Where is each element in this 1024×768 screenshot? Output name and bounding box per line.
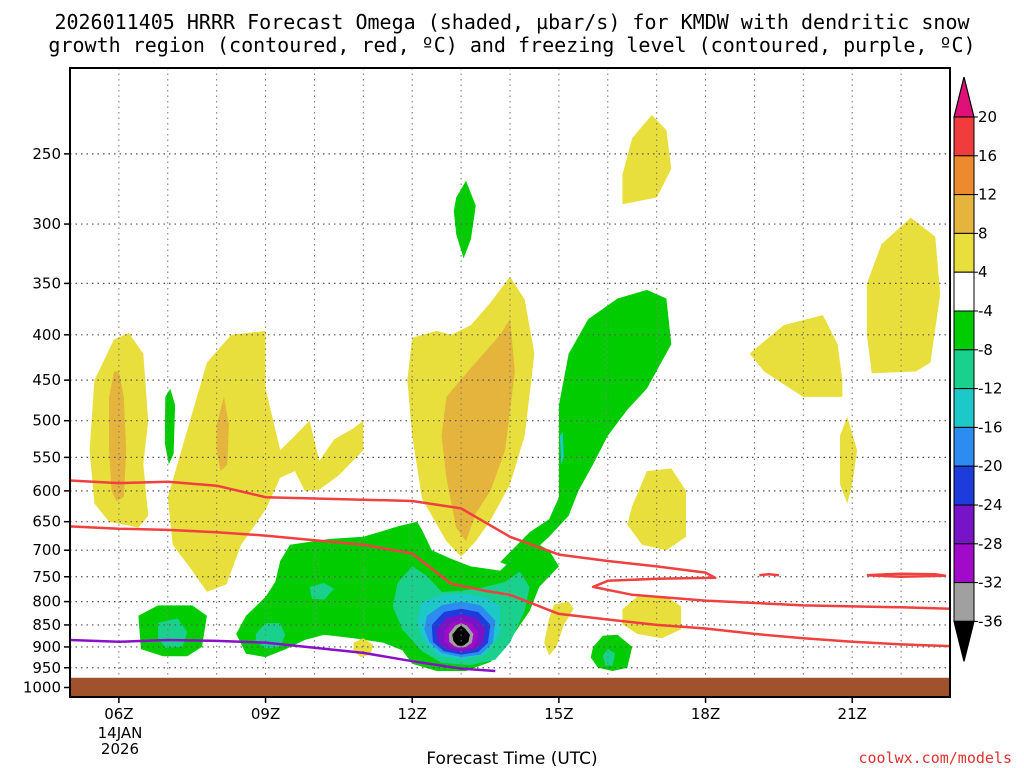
colorbar-label-11: -28 xyxy=(978,535,1003,553)
omega-region-descent-1300-upper xyxy=(453,180,476,259)
x-tick-label-18Z: 18Z xyxy=(691,705,720,723)
y-tick-label-900: 900 xyxy=(32,638,61,656)
colorbar-over-arrow xyxy=(953,76,975,118)
temperature-contours xyxy=(69,479,951,673)
time-axis: 06Z 09Z 12Z 15Z 18Z 21Z xyxy=(104,697,867,723)
omega-region-ascent-2100-lower xyxy=(840,416,858,504)
colorbar-label-8: -16 xyxy=(978,418,1003,436)
colorbar-bin-7 xyxy=(953,388,975,428)
contour-freezing-level xyxy=(69,638,496,673)
y-tick-label-700: 700 xyxy=(32,541,61,559)
y-tick-label-650: 650 xyxy=(32,513,61,531)
date-label-day: 14JAN xyxy=(98,724,143,742)
x-tick-label-21Z: 21Z xyxy=(838,705,867,723)
colorbar-label-6: -8 xyxy=(978,341,993,359)
y-tick-label-250: 250 xyxy=(32,145,61,163)
omega-region-ascent-0800-0900 xyxy=(167,330,364,592)
omega-region-ascent-0600-core xyxy=(109,371,127,501)
colorbar-label-12: -32 xyxy=(978,574,1003,592)
colorbar-under-arrow xyxy=(953,620,975,662)
y-tick-label-1000: 1000 xyxy=(23,678,61,696)
colorbar-label-4: 4 xyxy=(978,263,988,281)
contour-dgz-blob-2 xyxy=(866,572,947,579)
colorbar-label-0: 20 xyxy=(978,108,997,126)
omega-region-descent-1000-core xyxy=(309,582,334,600)
plot-frame xyxy=(69,67,951,698)
omega-region-descent-0700-sliver xyxy=(164,388,176,465)
colorbar-label-3: 8 xyxy=(978,224,988,242)
x-tick-label-09Z: 09Z xyxy=(251,705,280,723)
x-tick-label-15Z: 15Z xyxy=(544,705,573,723)
chart-title-line-1: 2026011405 HRRR Forecast Omega (shaded, … xyxy=(54,10,970,34)
colorbar-bin-9 xyxy=(953,465,975,506)
y-tick-label-800: 800 xyxy=(32,593,61,611)
colorbar-bin-1 xyxy=(953,155,975,196)
colorbar-bin-3 xyxy=(953,232,975,273)
omega-region-descent-1400-1700 xyxy=(500,289,672,567)
ground-surface xyxy=(70,677,950,697)
colorbar-label-5: -4 xyxy=(978,302,993,320)
omega-region-ascent-1700-low xyxy=(622,596,682,639)
y-tick-label-600: 600 xyxy=(32,482,61,500)
colorbar-bin-2 xyxy=(953,194,975,234)
colorbar-bin-11 xyxy=(953,543,975,584)
x-tick-label-12Z: 12Z xyxy=(398,705,427,723)
contour-dgz-lower xyxy=(69,525,951,648)
colorbar-label-1: 16 xyxy=(978,147,997,165)
y-tick-label-350: 350 xyxy=(32,274,61,292)
omega-region-ascent-0800-core xyxy=(216,396,229,472)
y-tick-label-550: 550 xyxy=(32,448,61,466)
date-label-year: 2026 xyxy=(101,740,139,758)
colorbar-bin-10 xyxy=(953,504,975,545)
colorbar-label-2: 12 xyxy=(978,186,997,204)
colorbar-label-13: -36 xyxy=(978,612,1003,630)
colorbar-bin-5 xyxy=(953,310,975,351)
chart-title-line-2: growth region (contoured, red, ºC) and f… xyxy=(48,33,975,57)
site-credit: coolwx.com/models xyxy=(858,749,1012,767)
contour-dgz-blob-1 xyxy=(759,572,780,577)
y-tick-label-450: 450 xyxy=(32,371,61,389)
x-axis-label: Forecast Time (UTC) xyxy=(426,749,597,768)
colorbar: 20 16 12 8 4 -4 -8 -12 -16 -20 -24 -28 -32 -36 xyxy=(953,76,1003,662)
y-tick-label-500: 500 xyxy=(32,412,61,430)
y-tick-label-850: 850 xyxy=(32,616,61,634)
colorbar-label-9: -20 xyxy=(978,457,1003,475)
omega-region-descent-1600-low-core xyxy=(602,649,616,666)
omega-region-ascent-1300-core xyxy=(441,319,515,542)
y-tick-label-300: 300 xyxy=(32,215,61,233)
x-tick-label-06Z: 06Z xyxy=(104,705,133,723)
colorbar-bin-4 xyxy=(953,271,975,312)
colorbar-bin-6 xyxy=(953,349,975,390)
y-tick-label-400: 400 xyxy=(32,326,61,344)
omega-region-ascent-2000-mid xyxy=(749,315,843,397)
colorbar-bin-12 xyxy=(953,582,975,622)
omega-shaded-fields xyxy=(89,115,941,671)
colorbar-bin-0 xyxy=(953,116,975,157)
pressure-axis: 250 300 350 400 450 500 550 600 650 700 750 800 850 9… xyxy=(23,145,70,696)
colorbar-label-7: -12 xyxy=(978,380,1003,398)
y-tick-label-750: 750 xyxy=(32,568,61,586)
colorbar-bin-8 xyxy=(953,426,975,467)
colorbar-label-10: -24 xyxy=(978,496,1003,514)
omega-region-ascent-1700-upper xyxy=(622,115,672,205)
omega-region-ascent-2230-upper xyxy=(866,217,941,374)
omega-region-descent-1500-core xyxy=(559,432,564,465)
y-tick-label-950: 950 xyxy=(32,659,61,677)
contour-dgz-upper xyxy=(69,479,951,611)
